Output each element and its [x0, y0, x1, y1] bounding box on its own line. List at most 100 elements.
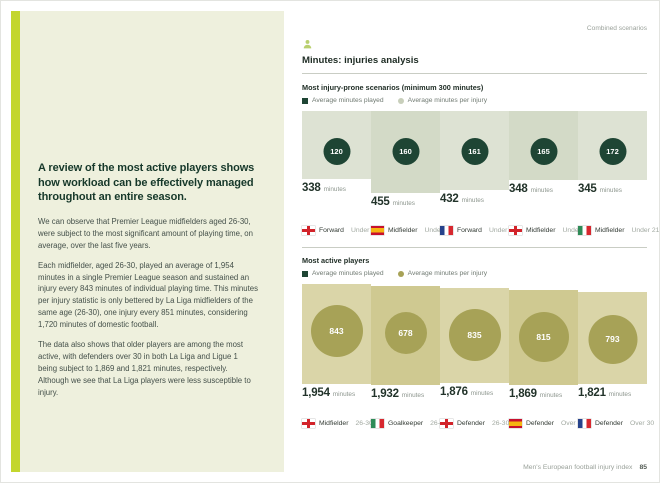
minutes-unit: minutes [470, 390, 494, 397]
chart-column: 161 432 minutes Forward Under 21 [440, 111, 517, 235]
sidebar-paragraph: The data also shows that older players a… [38, 340, 251, 397]
minutes-played-value: 1,932 minutes [371, 388, 440, 400]
position-label: Defender [595, 420, 623, 427]
legend-label: Average minutes played [312, 97, 384, 104]
chart-column: 835 1,876 minutes Defender 26-30 [440, 284, 509, 428]
bar-zone: 678 [371, 284, 440, 385]
minutes-unit: minutes [608, 391, 632, 398]
position-label: Midfielder [526, 227, 556, 234]
person-icon [302, 37, 313, 49]
legend-label: Average minutes played [312, 270, 384, 277]
minutes-played-value: 345 minutes [578, 183, 647, 195]
category: Midfielder Under 21 [509, 226, 590, 235]
chart-column: 843 1,954 minutes Midfielder 26-30 [302, 284, 373, 428]
minutes-unit: minutes [323, 186, 346, 193]
position-label: Defender [526, 420, 554, 427]
england-flag-icon [302, 419, 315, 428]
spain-flag-icon [371, 226, 384, 235]
chart-column: 793 1,821 minutes Defender Over 30 [578, 284, 654, 428]
age-label: Under 21 [562, 227, 591, 234]
per-injury-bubble: 815 [518, 312, 569, 362]
section-most-active-players: Most active players Average minutes play… [302, 247, 654, 428]
footer-text: Men's European football injury index [523, 464, 633, 471]
sidebar-paragraph: Each midfielder, aged 26-30, played an a… [38, 260, 259, 330]
age-label: Under 21 [488, 227, 517, 234]
sidebar: A review of the most active players show… [20, 11, 284, 472]
sidebar-paragraph: We can observe that Premier League midfi… [38, 216, 253, 250]
category: Forward Under 21 [302, 226, 379, 235]
minutes-unit: minutes [539, 392, 563, 399]
per-injury-bubble: 843 [310, 305, 363, 357]
england-flag-icon [440, 419, 453, 428]
minutes-value: 1,821 [578, 387, 606, 399]
spain-flag-icon [509, 419, 522, 428]
per-injury-bubble: 172 [599, 137, 626, 165]
legend-label: Average minutes per injury [407, 97, 488, 104]
minutes-unit: minutes [461, 197, 484, 204]
minutes-value: 432 [440, 193, 459, 205]
bar-zone: 172 [578, 111, 647, 180]
category: Midfielder Under 21 [371, 226, 452, 235]
category: Defender Over 30 [578, 419, 654, 428]
chart-columns: 843 1,954 minutes Midfielder 26-30 678 1,932 mi… [302, 284, 654, 428]
minutes-value: 1,869 [509, 388, 537, 400]
per-injury-bubble: 793 [588, 314, 637, 364]
category: Midfielder Under 21 [578, 226, 659, 235]
chart-column: 678 1,932 minutes Goalkeeper 26-30 [371, 284, 448, 428]
france-flag-icon [578, 419, 591, 428]
minutes-value: 338 [302, 182, 321, 194]
france-flag-icon [440, 226, 453, 235]
minutes-played-value: 338 minutes [302, 182, 371, 194]
chart-column: 172 345 minutes Midfielder Under 21 [578, 111, 659, 235]
position-label: Forward [457, 227, 482, 234]
minutes-unit: minutes [332, 391, 356, 398]
per-injury-bubble: 161 [461, 137, 488, 165]
legend-item: Average minutes played [302, 97, 384, 104]
section-most-injury-prone: Most injury-prone scenarios (minimum 300… [302, 83, 659, 235]
age-label: Under 21 [350, 227, 379, 234]
per-injury-bubble: 165 [530, 137, 557, 165]
chart-column: 120 338 minutes Forward Under 21 [302, 111, 379, 235]
chart-legend: Average minutes played Average minutes pe… [302, 270, 647, 277]
age-label: Under 21 [631, 227, 660, 234]
position-label: Midfielder [319, 420, 349, 427]
age-label: 26-30 [355, 420, 373, 427]
england-flag-icon [509, 226, 522, 235]
page-footer: Men's European football injury index 85 [523, 464, 647, 471]
minutes-played-value: 1,869 minutes [509, 388, 578, 400]
page-title: Minutes: injuries analysis [302, 55, 647, 74]
main-content: Combined scenarios Minutes: injuries ana… [302, 1, 659, 482]
minutes-played-value: 455 minutes [371, 196, 440, 208]
chart-column: 160 455 minutes Midfielder Under 21 [371, 111, 452, 235]
position-label: Midfielder [595, 227, 625, 234]
chart-column: 815 1,869 minutes Defender Over 30 [509, 284, 585, 428]
bar-zone: 165 [509, 111, 578, 180]
minutes-played-value: 432 minutes [440, 193, 509, 205]
minutes-unit: minutes [392, 200, 415, 207]
bar-zone: 835 [440, 284, 509, 383]
england-flag-icon [302, 226, 315, 235]
bar-zone: 815 [509, 284, 578, 385]
category: Forward Under 21 [440, 226, 517, 235]
minutes-value: 1,876 [440, 386, 468, 398]
legend-dot-marker [397, 97, 404, 104]
age-label: Under 21 [424, 227, 453, 234]
section-title: Most active players [302, 256, 370, 265]
legend-item: Average minutes played [302, 270, 384, 277]
combined-scenarios-label: Combined scenarios [586, 25, 647, 32]
page-number: 85 [639, 464, 647, 471]
chart-columns: 120 338 minutes Forward Under 21 160 455 minute… [302, 111, 659, 235]
minutes-value: 455 [371, 196, 390, 208]
legend-label: Average minutes per injury [407, 270, 488, 277]
left-panel: A review of the most active players show… [11, 11, 284, 472]
sidebar-heading: A review of the most active players show… [38, 162, 255, 204]
position-label: Defender [457, 420, 485, 427]
section-title: Most injury-prone scenarios (minimum 300… [302, 83, 484, 92]
per-injury-bubble: 160 [392, 137, 419, 165]
age-label: 26-30 [430, 420, 448, 427]
per-injury-bubble: 120 [323, 137, 350, 165]
minutes-value: 348 [509, 183, 528, 195]
sidebar-paragraphs: We can observe that Premier League midfi… [38, 216, 258, 399]
minutes-played-value: 1,876 minutes [440, 386, 509, 398]
position-label: Forward [319, 227, 344, 234]
